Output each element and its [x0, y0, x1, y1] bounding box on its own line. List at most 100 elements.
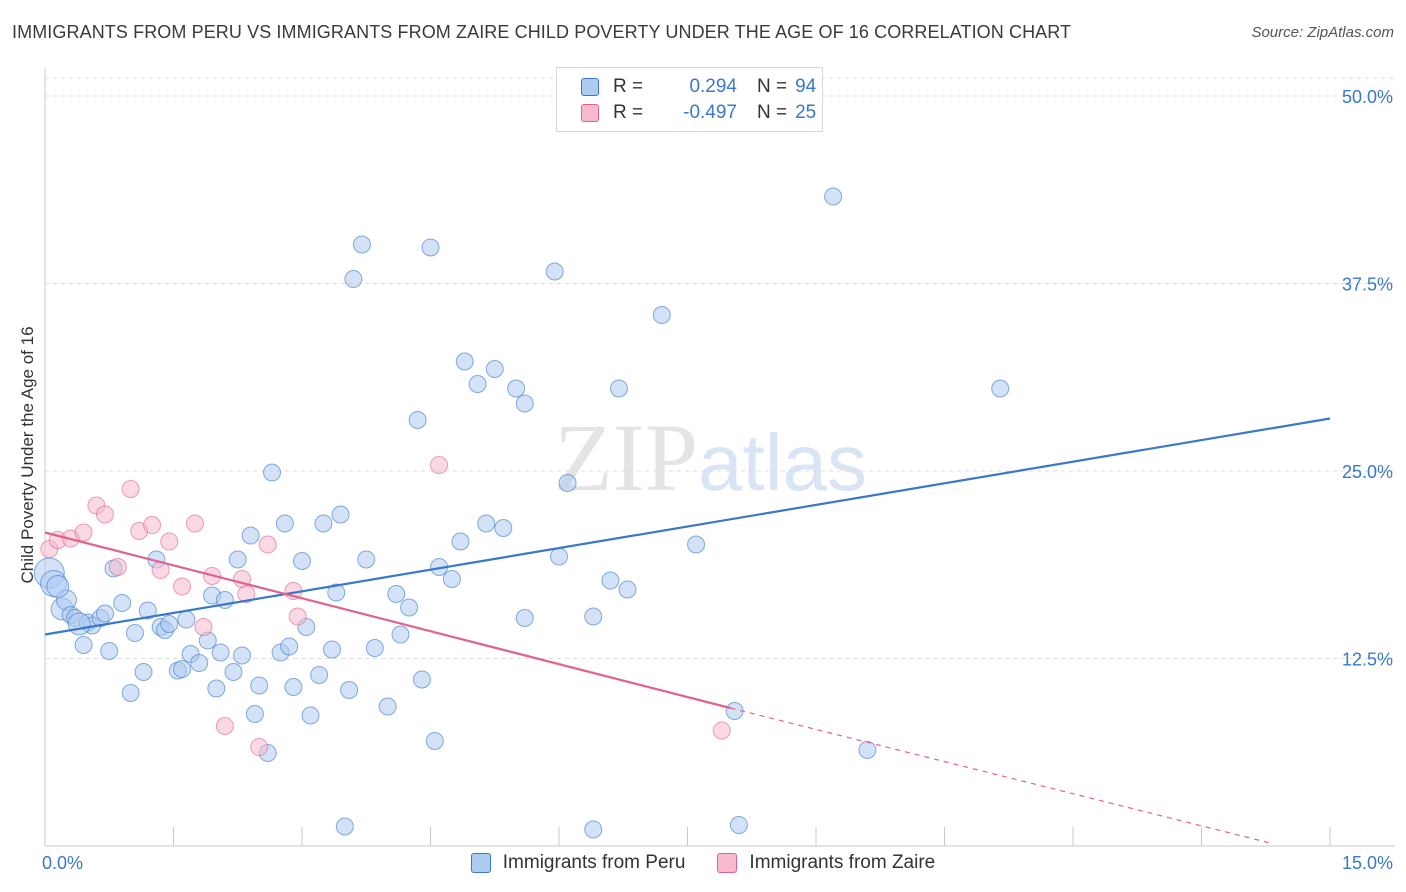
data-point-zaire: [712, 721, 731, 740]
data-point-zaire: [143, 516, 162, 534]
data-point-zaire: [121, 480, 140, 498]
data-point-peru: [344, 270, 363, 288]
data-point-peru: [241, 526, 260, 545]
x-tick-label: 15.0%: [1342, 853, 1393, 873]
data-point-peru: [228, 550, 247, 569]
data-point-zaire: [194, 618, 213, 636]
trend-line-zaire: [44, 531, 731, 710]
watermark-zip: ZIP: [554, 404, 698, 511]
data-point-peru: [67, 612, 91, 636]
data-point-peru: [609, 379, 628, 398]
correlation-legend: R = 0.294 N = 94 R = -0.497 N = 25: [556, 67, 823, 132]
data-point-peru: [233, 646, 252, 665]
data-point-zaire: [250, 738, 269, 756]
data-point-peru: [507, 379, 526, 398]
source-credit: Source: ZipAtlas.com: [1251, 24, 1394, 41]
data-point-peru: [310, 666, 329, 684]
legend-n-label: N =: [757, 102, 788, 123]
y-tick-label: 12.5%: [1342, 650, 1393, 670]
axes: [44, 68, 1395, 847]
chart-title: IMMIGRANTS FROM PERU VS IMMIGRANTS FROM …: [12, 22, 1072, 42]
data-point-peru: [558, 474, 577, 492]
data-point-peru: [455, 352, 474, 371]
legend-swatch-zaire: [581, 104, 599, 122]
data-point-zaire: [258, 535, 277, 554]
legend-n-value: 94: [795, 76, 817, 97]
data-point-peru: [391, 625, 410, 644]
data-point-peru: [400, 598, 419, 617]
data-point-peru: [125, 624, 144, 642]
legend-item-zaire: Immigrants from Zaire: [717, 852, 935, 874]
legend-n-label: N =: [757, 76, 788, 97]
legend-r-label: R =: [613, 76, 644, 97]
data-point-peru: [322, 640, 341, 659]
data-point-peru: [301, 706, 320, 725]
data-point-peru: [134, 663, 153, 681]
data-point-peru: [335, 817, 354, 836]
legend-swatch-peru: [581, 78, 599, 96]
data-point-zaire: [108, 558, 127, 576]
data-point-peru: [477, 514, 496, 533]
data-point-peru: [365, 639, 384, 657]
data-point-zaire: [74, 523, 93, 542]
data-point-peru: [177, 610, 196, 629]
data-point-peru: [584, 820, 603, 839]
data-point-peru: [100, 642, 119, 660]
data-point-peru: [357, 550, 376, 569]
data-point-peru: [74, 636, 93, 654]
data-point-zaire: [288, 607, 307, 626]
data-point-peru: [425, 732, 444, 750]
series-peru-points: [33, 187, 1010, 839]
data-point-peru: [275, 514, 294, 533]
data-point-peru: [160, 615, 179, 633]
data-point-peru: [451, 532, 470, 551]
legend-n-value: 25: [795, 102, 817, 123]
data-point-peru: [250, 676, 269, 695]
data-point-zaire: [95, 505, 114, 524]
data-point-zaire: [160, 532, 179, 551]
data-point-peru: [468, 375, 487, 393]
data-point-peru: [652, 306, 671, 324]
data-point-peru: [378, 697, 397, 716]
legend-label-zaire: Immigrants from Zaire: [749, 852, 936, 873]
data-point-peru: [263, 463, 282, 482]
data-point-zaire: [430, 456, 449, 474]
data-point-zaire: [185, 514, 204, 533]
watermark: ZIPatlas: [554, 402, 867, 513]
data-point-peru: [584, 607, 603, 626]
legend-item-peru: Immigrants from Peru: [470, 852, 686, 874]
legend-r-value: 0.294: [689, 76, 737, 97]
data-point-peru: [138, 601, 157, 620]
data-point-peru: [293, 552, 311, 570]
data-point-peru: [550, 547, 568, 566]
data-point-peru: [601, 571, 620, 590]
series-legend: Immigrants from Peru Immigrants from Zai…: [0, 852, 1406, 874]
data-point-peru: [991, 379, 1010, 398]
series-zaire-points: [40, 456, 731, 756]
data-point-peru: [618, 580, 637, 599]
data-point-peru: [485, 360, 504, 378]
data-point-peru: [113, 594, 132, 612]
legend-label-peru: Immigrants from Peru: [502, 852, 686, 873]
legend-row-peru: R = 0.294 N = 94: [581, 75, 816, 99]
trend-line-zaire-extension: [730, 707, 1271, 844]
data-point-peru: [327, 583, 346, 602]
data-point-peru: [121, 684, 140, 702]
data-point-zaire: [215, 717, 234, 735]
data-point-peru: [173, 660, 192, 678]
data-point-peru: [352, 235, 371, 254]
data-point-zaire: [237, 585, 256, 603]
data-point-peru: [207, 679, 226, 698]
data-point-zaire: [173, 577, 192, 596]
trend-line-peru: [44, 417, 1331, 636]
data-point-peru: [408, 411, 427, 429]
legend-r-label: R =: [613, 102, 644, 123]
data-point-peru: [387, 585, 406, 603]
legend-swatch-zaire: [717, 853, 738, 873]
data-point-peru: [314, 514, 333, 533]
data-point-peru: [545, 262, 564, 281]
data-point-peru: [442, 570, 461, 588]
y-tick-label: 37.5%: [1342, 275, 1393, 295]
data-point-peru: [729, 816, 748, 834]
